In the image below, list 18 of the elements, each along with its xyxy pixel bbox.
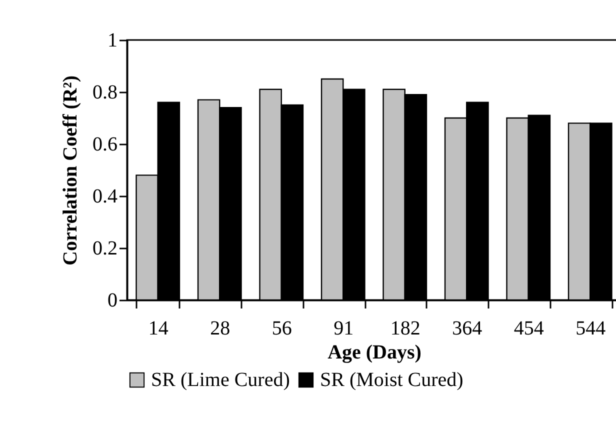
x-tick-label: 56 bbox=[272, 318, 292, 340]
y-tick-label: 0.4 bbox=[92, 186, 118, 208]
y-tick-label: 0.8 bbox=[92, 82, 118, 104]
x-tick-label: 28 bbox=[210, 318, 230, 340]
y-tick-label: 0.2 bbox=[92, 238, 118, 260]
y-tick-label: 0 bbox=[108, 290, 118, 312]
legend-label: SR (Lime Cured) bbox=[151, 369, 290, 391]
y-axis-title: Correlation Coeff (R²) bbox=[60, 75, 82, 266]
x-tick-label: 91 bbox=[334, 318, 354, 340]
x-tick-label: 182 bbox=[390, 318, 420, 340]
x-tick-label: 454 bbox=[514, 318, 544, 340]
y-tick-label: 0.6 bbox=[92, 134, 118, 156]
x-axis-title: Age (Days) bbox=[328, 342, 422, 364]
x-tick-label: 544 bbox=[576, 318, 606, 340]
x-tick-label: 14 bbox=[148, 318, 168, 340]
x-tick-label: 364 bbox=[452, 318, 482, 340]
y-tick-label: 1 bbox=[108, 30, 118, 52]
legend-label: SR (Moist Cured) bbox=[320, 369, 464, 391]
